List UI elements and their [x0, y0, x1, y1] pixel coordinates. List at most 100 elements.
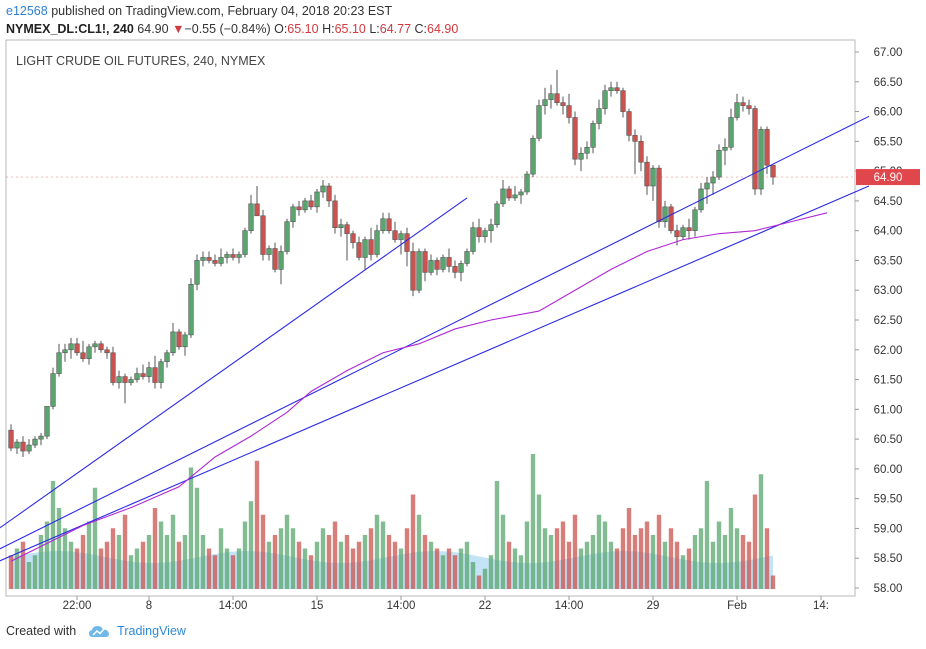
x-tick-label: 22 [479, 600, 492, 612]
volume-bar [248, 501, 254, 589]
volume-bar [578, 548, 584, 589]
volume-bar [488, 555, 494, 589]
volume-bar [38, 535, 44, 589]
symbol-name: NYMEX_DL:CL1!, 240 [6, 22, 134, 36]
symbol-line: NYMEX_DL:CL1!, 240 64.90 ▼−0.55 (−0.84%)… [6, 22, 458, 36]
volume-bar [44, 521, 50, 589]
price-change: −0.55 (−0.84%) [184, 22, 271, 36]
candle-body [230, 254, 236, 258]
volume-bar [608, 541, 614, 589]
volume-bar [512, 548, 518, 589]
candle-body [590, 123, 596, 148]
axis-layer: 67.0066.5066.0065.5065.0064.5064.0063.50… [6, 47, 920, 612]
volume-bar [530, 454, 536, 589]
publisher-user[interactable]: e12568 [6, 4, 48, 18]
y-tick-label: 67.00 [874, 47, 903, 59]
candle-body [512, 194, 518, 199]
candle-body [692, 209, 698, 231]
candle-body [668, 206, 674, 231]
candle-body [494, 203, 500, 226]
candle-body [272, 248, 278, 270]
close-label: C: [414, 22, 428, 36]
candle-body [518, 191, 524, 196]
volume-bar [272, 535, 278, 589]
candle-body [578, 152, 584, 160]
y-tick-label: 64.00 [874, 226, 903, 238]
x-tick-label: 14:00 [387, 600, 416, 612]
volume-bar [218, 528, 224, 589]
volume-bar [122, 514, 128, 589]
y-tick-label: 61.00 [874, 404, 903, 416]
volume-bar [422, 535, 428, 589]
volume-bar [686, 548, 692, 589]
trend-line [0, 185, 870, 562]
volume-bar [296, 541, 302, 589]
volume-bar [758, 474, 764, 589]
high-value: 65.10 [334, 22, 366, 36]
candle-body [344, 224, 350, 234]
candle-body [62, 349, 68, 354]
down-arrow-icon: ▼ [172, 22, 185, 36]
candle-body [488, 224, 494, 231]
candle-body [248, 203, 254, 231]
candle-body [500, 188, 506, 205]
volume-bar [284, 514, 290, 589]
volume-bar [260, 514, 266, 589]
candle-body [182, 334, 188, 348]
candle-body [506, 188, 512, 199]
volume-layer [8, 454, 776, 589]
candle-body [158, 361, 164, 383]
volume-bar [632, 535, 638, 589]
candle-body [116, 376, 122, 383]
volume-bar [212, 555, 218, 589]
candle-body [8, 429, 14, 449]
volume-bar [86, 521, 92, 589]
volume-bar [308, 555, 314, 589]
candle-body [380, 218, 386, 231]
candle-body [626, 111, 632, 136]
candle-body [74, 343, 80, 354]
candle-body [638, 141, 644, 163]
candle-body [542, 99, 548, 106]
volume-bar [92, 487, 98, 589]
candle-body [740, 102, 746, 106]
candle-body [56, 352, 62, 374]
volume-bar [68, 541, 74, 589]
volume-bar [692, 535, 698, 589]
volume-bar [470, 562, 476, 589]
volume-bar [98, 548, 104, 589]
candle-body [722, 146, 728, 151]
volume-bar [368, 528, 374, 589]
candle-body [326, 185, 332, 202]
candle-body [434, 260, 440, 270]
candle-body [194, 260, 200, 285]
volume-bar [620, 528, 626, 589]
y-tick-label: 58.50 [874, 553, 903, 565]
volume-bar [428, 541, 434, 589]
volume-bar [590, 535, 596, 589]
candle-body [680, 227, 686, 237]
volume-bar [626, 508, 632, 589]
volume-bar [236, 548, 242, 589]
volume-bar [674, 541, 680, 589]
candle-body [170, 331, 176, 354]
open-value: 65.10 [287, 22, 319, 36]
candle-body [572, 117, 578, 160]
volume-bar [338, 541, 344, 589]
candle-body [350, 233, 356, 243]
volume-bar [548, 535, 554, 589]
price-chart[interactable]: 67.0066.5066.0065.5065.0064.5064.0063.50… [0, 0, 926, 620]
volume-bar [494, 481, 500, 589]
low-value: 64.77 [379, 22, 412, 36]
volume-bar [206, 548, 212, 589]
volume-bar [716, 521, 722, 589]
close-value: 64.90 [427, 22, 459, 36]
volume-bar [764, 528, 770, 589]
candle-body [260, 215, 266, 255]
candle-body [146, 367, 152, 377]
candle-body [632, 135, 638, 142]
volume-bar [416, 514, 422, 589]
overlay-layer [0, 115, 870, 562]
tradingview-link[interactable]: TradingView [117, 624, 186, 638]
candle-body [200, 257, 206, 261]
